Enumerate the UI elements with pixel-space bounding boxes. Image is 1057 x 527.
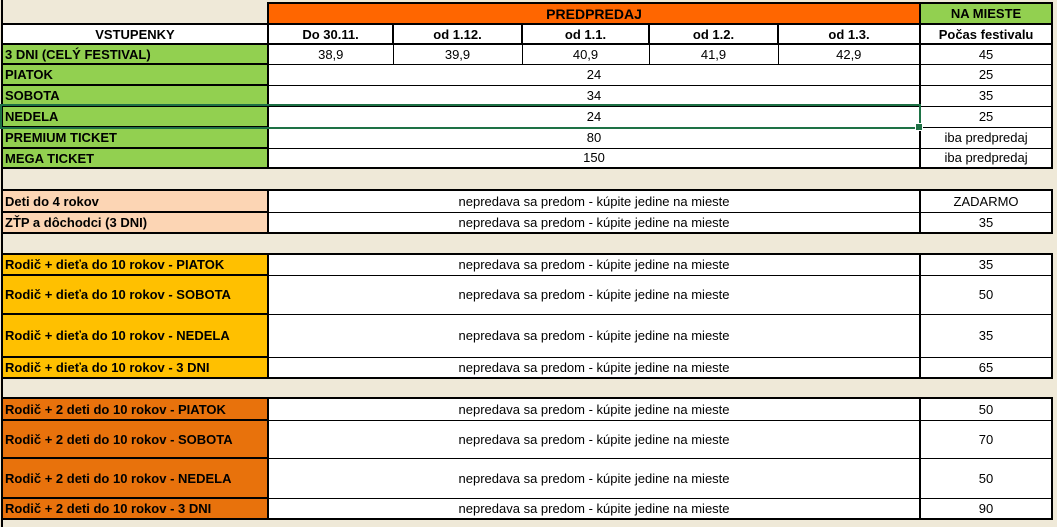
ticket-label-cell[interactable]: Rodič + dieťa do 10 rokov - PIATOK — [1, 253, 269, 276]
main-ticket-table: PREDPREDAJ NA MIESTE VSTUPENKY Do 30.11.… — [1, 2, 1054, 169]
ticket-label-cell[interactable]: 3 DNI (CELÝ FESTIVAL) — [1, 43, 269, 65]
ticket-label-cell[interactable]: Rodič + 2 deti do 10 rokov - SOBOTA — [1, 419, 269, 459]
parent-two-children-ticket-table: Rodič + 2 deti do 10 rokov - PIATOK nepr… — [1, 397, 1054, 520]
table-row: Rodič + dieťa do 10 rokov - SOBOTA nepre… — [1, 274, 1054, 315]
price-cell-merged[interactable]: 24 — [267, 63, 921, 86]
table-row: Rodič + dieťa do 10 rokov - 3 DNI nepred… — [1, 356, 1054, 379]
ticket-label-cell[interactable]: Deti do 4 rokov — [1, 189, 269, 213]
ticket-label-cell[interactable]: Rodič + dieťa do 10 rokov - NEDELA — [1, 313, 269, 358]
special-ticket-table: Deti do 4 rokov nepredava sa predom - kú… — [1, 189, 1054, 234]
table-row: Rodič + dieťa do 10 rokov - PIATOK nepre… — [1, 253, 1054, 276]
table-row: Rodič + 2 deti do 10 rokov - PIATOK nepr… — [1, 397, 1054, 421]
note-cell[interactable]: nepredava sa predom - kúpite jedine na m… — [267, 253, 921, 276]
table-row: Rodič + 2 deti do 10 rokov - SOBOTA nepr… — [1, 419, 1054, 459]
table-row: PREMIUM TICKET 80 iba predpredaj — [1, 126, 1054, 149]
ticket-label-cell[interactable]: Rodič + 2 deti do 10 rokov - 3 DNI — [1, 497, 269, 520]
onsite-price-cell[interactable]: 25 — [919, 105, 1054, 128]
price-cell[interactable]: 40,9 — [521, 43, 650, 65]
onsite-price-cell[interactable]: 50 — [919, 397, 1054, 421]
table-row: MEGA TICKET 150 iba predpredaj — [1, 147, 1054, 169]
onsite-price-cell[interactable]: 70 — [919, 419, 1054, 459]
note-cell[interactable]: nepredava sa predom - kúpite jedine na m… — [267, 397, 921, 421]
table-row: Rodič + dieťa do 10 rokov - NEDELA nepre… — [1, 313, 1054, 358]
table-row: Deti do 4 rokov nepredava sa predom - kú… — [1, 189, 1054, 213]
onsite-price-cell[interactable]: 35 — [919, 313, 1054, 358]
ticket-label-cell[interactable]: SOBOTA — [1, 84, 269, 107]
note-cell[interactable]: nepredava sa predom - kúpite jedine na m… — [267, 457, 921, 499]
ticket-label-cell[interactable]: Rodič + 2 deti do 10 rokov - NEDELA — [1, 457, 269, 499]
ticket-label-cell[interactable]: Rodič + dieťa do 10 rokov - 3 DNI — [1, 356, 269, 379]
tickets-column-header[interactable]: VSTUPENKY — [1, 23, 269, 45]
onsite-price-cell[interactable]: ZADARMO — [919, 189, 1054, 213]
price-cell[interactable]: 38,9 — [267, 43, 394, 65]
note-cell[interactable]: nepredava sa predom - kúpite jedine na m… — [267, 189, 921, 213]
note-cell[interactable]: nepredava sa predom - kúpite jedine na m… — [267, 211, 921, 234]
table-row: Rodič + 2 deti do 10 rokov - 3 DNI nepre… — [1, 497, 1054, 520]
onsite-column-header[interactable]: Počas festivalu — [919, 23, 1054, 45]
price-cell-merged[interactable]: 150 — [267, 147, 921, 169]
note-cell[interactable]: nepredava sa predom - kúpite jedine na m… — [267, 313, 921, 358]
onsite-group-header[interactable]: NA MIESTE — [919, 2, 1054, 25]
ticket-label-cell[interactable]: ZŤP a dôchodci (3 DNI) — [1, 211, 269, 234]
table-row: ZŤP a dôchodci (3 DNI) nepredava sa pred… — [1, 211, 1054, 234]
table-row: Rodič + 2 deti do 10 rokov - NEDELA nepr… — [1, 457, 1054, 499]
onsite-price-cell[interactable]: 25 — [919, 63, 1054, 86]
price-cell[interactable]: 39,9 — [392, 43, 523, 65]
onsite-price-cell[interactable]: 45 — [919, 43, 1054, 65]
onsite-price-cell[interactable]: 50 — [919, 457, 1054, 499]
ticket-label-cell[interactable]: NEDELA — [1, 105, 269, 128]
ticket-label-cell[interactable]: Rodič + dieťa do 10 rokov - SOBOTA — [1, 274, 269, 315]
table-row: SOBOTA 34 35 — [1, 84, 1054, 107]
note-cell[interactable]: nepredava sa predom - kúpite jedine na m… — [267, 497, 921, 520]
ticket-label-cell[interactable]: MEGA TICKET — [1, 147, 269, 169]
onsite-price-cell[interactable]: iba predpredaj — [919, 147, 1054, 169]
price-cell[interactable]: 41,9 — [648, 43, 779, 65]
price-cell-merged[interactable]: 80 — [267, 126, 921, 149]
price-cell-merged[interactable]: 24 — [267, 105, 921, 128]
onsite-price-cell[interactable]: 50 — [919, 274, 1054, 315]
price-cell-merged[interactable]: 34 — [267, 84, 921, 107]
selection-fill-handle[interactable] — [915, 123, 923, 131]
table-row: NEDELA 24 25 — [1, 105, 1054, 128]
table-row: 3 DNI (CELÝ FESTIVAL) 38,9 39,9 40,9 41,… — [1, 43, 1054, 65]
date-header-cell[interactable]: od 1.1. — [521, 23, 650, 45]
ticket-label-cell[interactable]: PREMIUM TICKET — [1, 126, 269, 149]
onsite-price-cell[interactable]: 35 — [919, 84, 1054, 107]
date-header-cell[interactable]: od 1.3. — [776, 23, 922, 45]
note-cell[interactable]: nepredava sa predom - kúpite jedine na m… — [267, 356, 921, 379]
ticket-label-cell[interactable]: PIATOK — [1, 63, 269, 86]
onsite-price-cell[interactable]: 65 — [919, 356, 1054, 379]
presale-group-header[interactable]: PREDPREDAJ — [266, 2, 922, 25]
ticket-label-cell[interactable]: Rodič + 2 deti do 10 rokov - PIATOK — [1, 397, 269, 421]
note-cell[interactable]: nepredava sa predom - kúpite jedine na m… — [267, 419, 921, 459]
parent-child-ticket-table: Rodič + dieťa do 10 rokov - PIATOK nepre… — [1, 253, 1054, 379]
table-row: PREDPREDAJ NA MIESTE — [2, 2, 1054, 25]
note-cell[interactable]: nepredava sa predom - kúpite jedine na m… — [267, 274, 921, 315]
onsite-price-cell[interactable]: 90 — [919, 497, 1054, 520]
date-header-cell[interactable]: od 1.2. — [648, 23, 779, 45]
date-header-cell[interactable]: Do 30.11. — [267, 23, 394, 45]
onsite-price-cell[interactable]: 35 — [919, 211, 1054, 234]
corner-empty-cell[interactable] — [2, 3, 268, 24]
table-row: VSTUPENKY Do 30.11. od 1.12. od 1.1. od … — [1, 23, 1054, 45]
sheet-left-gridline — [1, 0, 3, 527]
date-header-cell[interactable]: od 1.12. — [392, 23, 523, 45]
onsite-price-cell[interactable]: iba predpredaj — [919, 126, 1054, 149]
onsite-price-cell[interactable]: 35 — [919, 253, 1054, 276]
table-row: PIATOK 24 25 — [1, 63, 1054, 86]
price-cell[interactable]: 42,9 — [777, 43, 921, 65]
